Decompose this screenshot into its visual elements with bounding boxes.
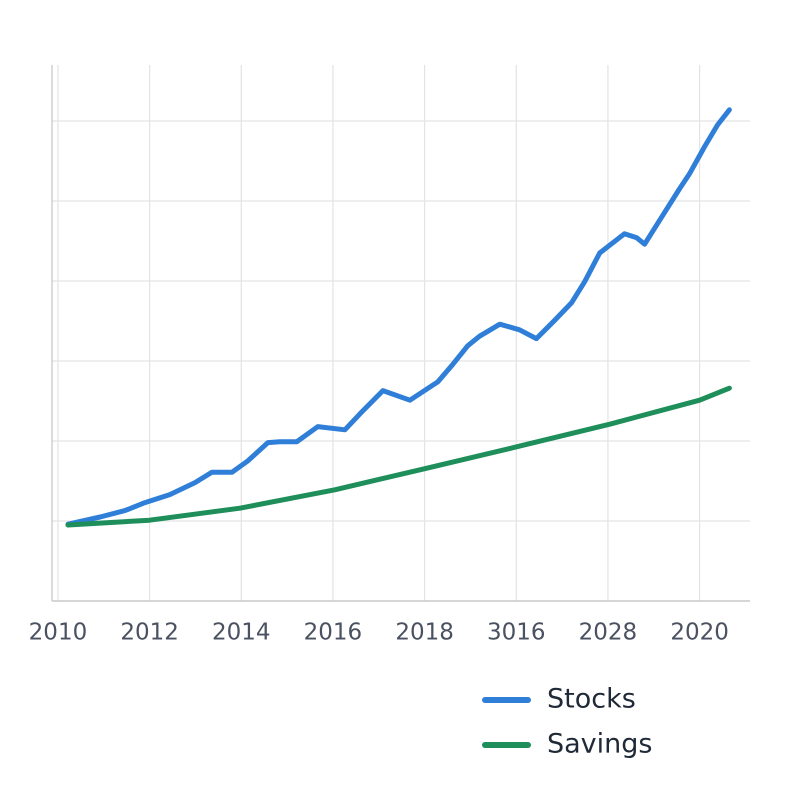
- legend-label: Stocks: [547, 684, 636, 715]
- x-tick-label: 2010: [29, 620, 88, 646]
- x-tick-label: 2028: [579, 620, 638, 646]
- series-line: [65, 385, 732, 528]
- legend-label: Savings: [547, 729, 652, 760]
- series-line: [65, 107, 732, 527]
- x-tick-label: 2018: [395, 620, 454, 646]
- x-tick-label: 2016: [304, 620, 363, 646]
- x-tick-label: 3016: [487, 620, 546, 646]
- x-tick-label: 2020: [670, 620, 729, 646]
- x-tick-label: 2012: [120, 620, 179, 646]
- x-tick-label: 2014: [212, 620, 271, 646]
